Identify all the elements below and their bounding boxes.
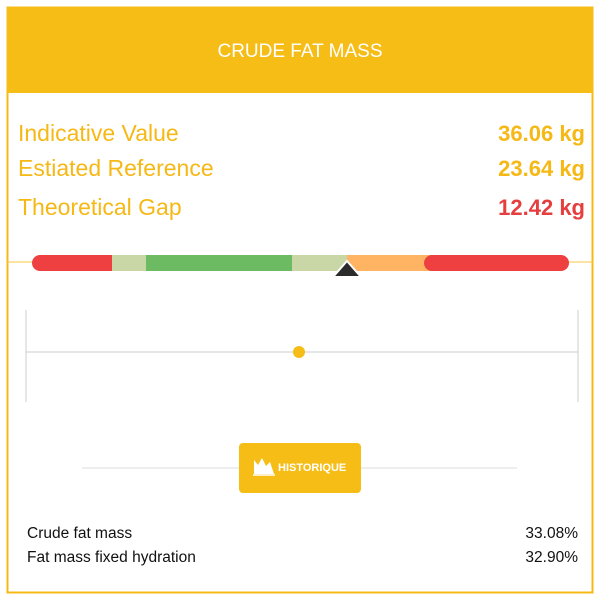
point — [293, 346, 305, 358]
card — [6, 6, 594, 594]
chart-icon — [254, 458, 274, 474]
metric-value: 12.42 kg — [498, 195, 585, 220]
gauge-segment — [112, 255, 146, 271]
gauge-segment — [292, 255, 347, 271]
metric-value: 23.64 kg — [498, 156, 585, 181]
button-label[interactable]: HISTORIQUE — [278, 462, 346, 474]
button-bg[interactable] — [239, 443, 361, 493]
metric-label: Estiated Reference — [18, 155, 214, 181]
detail-label: Fat mass fixed hydration — [27, 549, 196, 566]
detail-value: 33.08% — [525, 525, 578, 542]
title: CRUDE FAT MASS — [217, 41, 382, 62]
gauge-segment — [424, 255, 569, 271]
mini-chart — [25, 310, 579, 402]
metric-label: Indicative Value — [18, 120, 179, 146]
gauge — [32, 255, 569, 278]
history-button[interactable]: HISTORIQUE — [239, 443, 361, 493]
gauge-segment — [146, 255, 292, 271]
header — [7, 7, 593, 93]
gauge-pointer — [330, 259, 364, 278]
metric-label: Theoretical Gap — [18, 194, 182, 220]
gauge-segment — [434, 255, 454, 271]
detail-label: Crude fat mass — [27, 525, 132, 542]
gauge-segment — [347, 255, 434, 271]
detail-value: 32.90% — [525, 549, 578, 566]
gauge-segment — [32, 255, 122, 271]
metric-value: 36.06 kg — [498, 121, 585, 146]
